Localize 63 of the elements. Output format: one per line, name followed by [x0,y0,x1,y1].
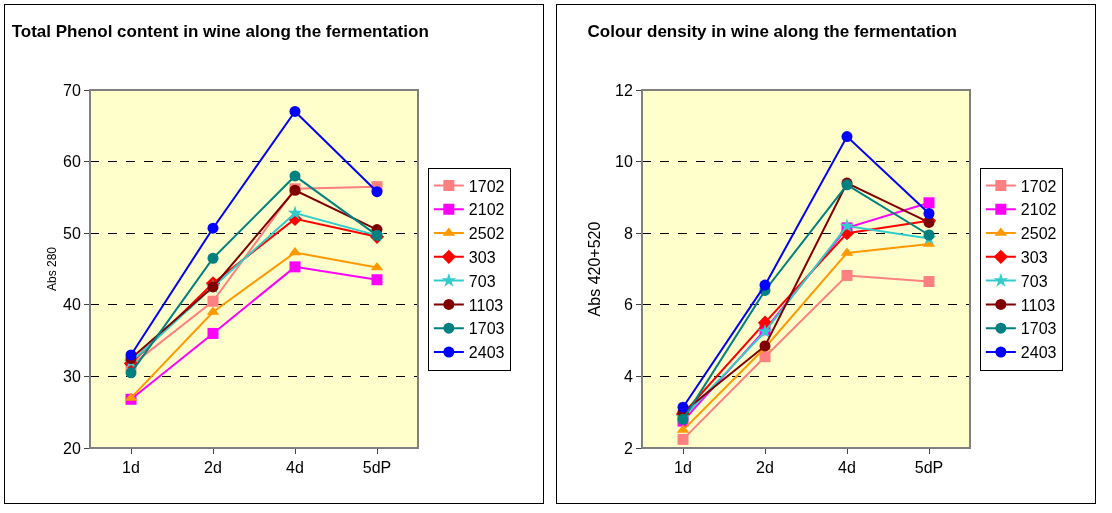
legend-label: 703 [468,272,496,290]
y-tick-label: 6 [623,296,633,314]
point [289,105,301,117]
legend-label: 1703 [468,320,505,338]
y-tick-label: 4 [623,368,633,385]
point [923,229,935,241]
chart-title: Colour density in wine along the fermentation [587,21,957,41]
x-tick-label: 5dP [914,459,944,477]
point [841,269,853,281]
point [289,170,301,182]
point [759,351,771,363]
point [759,279,771,291]
y-tick-label: 10 [615,153,633,171]
y-tick-label: 60 [63,153,81,171]
y-tick-label: 70 [63,81,81,99]
y-tick-label: 8 [623,224,633,242]
point [371,186,383,198]
point [677,433,689,445]
y-tick-label: 30 [63,368,81,385]
x-tick-label: 2d [204,459,222,477]
point [923,276,935,288]
y-tick-label: 50 [63,224,81,242]
legend-label: 1703 [1020,320,1057,338]
point [841,131,853,143]
legend-label: 2403 [1020,344,1057,362]
point [677,401,689,413]
y-tick-label: 40 [63,296,81,314]
point [207,222,219,234]
y-axis-title: Abs 420+520 [586,221,603,317]
legend-label: 1103 [468,296,504,314]
legend-label: 1702 [468,177,505,195]
y-axis-title: Abs 280 [45,246,59,292]
point [839,218,855,233]
x-tick-label: 1d [674,459,692,477]
x-tick-label: 2d [756,459,774,477]
point [287,205,303,220]
point [207,327,219,339]
point [125,367,137,379]
legend-label: 2102 [1020,201,1057,219]
legend-label: 303 [1020,249,1048,267]
legend-label: 1702 [1020,177,1057,195]
legend-label: 2502 [468,225,505,243]
point [207,295,219,307]
chart-title: Total Phenol content in wine along the fermentation [11,21,429,41]
x-tick-label: 5dP [362,459,392,477]
point [289,261,301,273]
legend-label: 703 [1020,272,1048,290]
point [125,349,137,361]
legend-label: 303 [468,249,496,267]
y-tick-label: 20 [63,439,81,457]
point [923,208,935,220]
x-tick-label: 4d [838,459,856,477]
point [923,197,935,209]
y-tick-label: 12 [615,81,633,99]
legend-label: 2502 [1020,225,1057,243]
x-tick-label: 1d [122,459,140,477]
legend-label: 2403 [468,344,505,362]
point [371,274,383,286]
point [207,252,219,264]
legend-label: 1103 [1020,296,1056,314]
y-tick-label: 2 [623,439,633,457]
legend-label: 2102 [468,201,505,219]
x-tick-label: 4d [286,459,304,477]
